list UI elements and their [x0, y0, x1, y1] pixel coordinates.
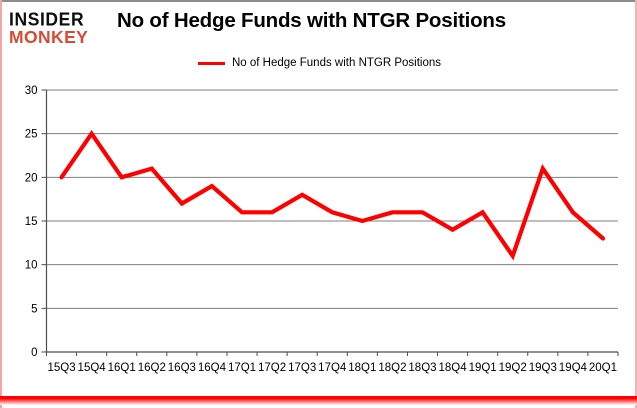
x-tick-label: 18Q4: [438, 362, 467, 374]
frame-border-left: [0, 0, 2, 408]
legend: No of Hedge Funds with NTGR Positions: [198, 57, 441, 69]
y-tick-label: 5: [31, 303, 37, 315]
x-tick-label: 16Q2: [138, 362, 166, 374]
y-tick-label: 0: [31, 347, 37, 359]
y-tick-label: 10: [25, 260, 38, 272]
x-tick-label: 19Q4: [559, 362, 588, 374]
frame-bottom-gradient: [0, 396, 637, 405]
x-tick-label: 17Q4: [318, 362, 347, 374]
y-tick-label: 25: [25, 129, 38, 141]
x-tick-label: 18Q3: [408, 362, 436, 374]
legend-label: No of Hedge Funds with NTGR Positions: [232, 57, 442, 69]
x-tick-label: 17Q1: [228, 362, 256, 374]
x-tick-label: 20Q1: [589, 362, 617, 374]
insider-monkey-logo: INSIDER MONKEY: [9, 8, 89, 47]
x-tick-label: 17Q3: [288, 362, 316, 374]
legend-line-swatch: [198, 61, 225, 65]
frame-border-right: [635, 0, 637, 408]
x-tick-label: 16Q1: [108, 362, 136, 374]
x-tick-label: 16Q3: [168, 362, 196, 374]
x-tick-label: 15Q4: [78, 362, 107, 374]
series-line: [59, 130, 606, 261]
x-tick-label: 16Q4: [198, 362, 227, 374]
chart-title: No of Hedge Funds with NTGR Positions: [117, 9, 506, 32]
x-tick-label: 19Q1: [469, 362, 497, 374]
y-tick-label: 15: [25, 216, 38, 228]
y-tick-label: 20: [25, 172, 38, 184]
x-tick-label: 18Q2: [378, 362, 406, 374]
x-tick-label: 19Q2: [499, 362, 527, 374]
y-tick-label: 30: [25, 85, 38, 97]
x-tick-label: 17Q2: [258, 362, 286, 374]
x-tick-label: 15Q3: [47, 362, 75, 374]
logo-text-monkey: MONKEY: [9, 26, 89, 47]
x-tick-label: 19Q3: [529, 362, 557, 374]
logo-text-insider: INSIDER: [9, 8, 85, 30]
frame-border-top: [0, 0, 637, 2]
x-tick-label: 18Q1: [348, 362, 376, 374]
